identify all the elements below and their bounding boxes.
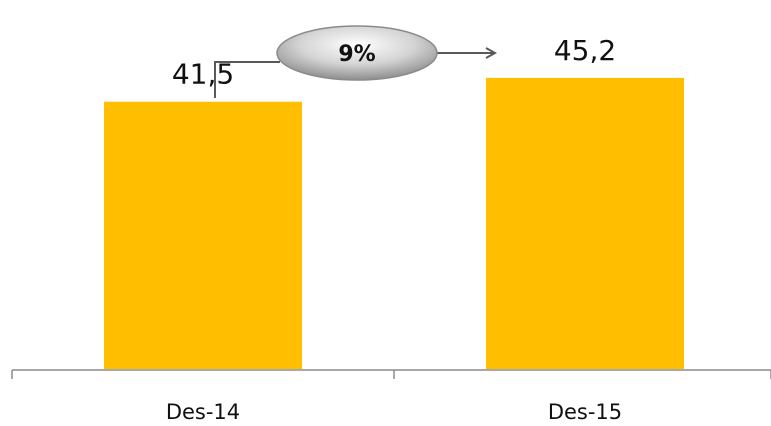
growth-pill [276, 25, 438, 81]
x-tick-label-des-15: Des-15 [548, 400, 622, 422]
x-axis [11, 369, 771, 379]
value-labels-layer: 41,5 45,2 [172, 34, 616, 91]
growth-annotation: 9% [214, 25, 495, 98]
bar-des-14 [104, 101, 302, 370]
bars-layer [104, 77, 684, 370]
value-label-des-15: 45,2 [554, 34, 616, 67]
x-tick-label-des-14: Des-14 [166, 400, 240, 422]
growth-connector-left [214, 61, 280, 98]
bar-des-15 [486, 77, 684, 370]
value-label-des-14: 41,5 [172, 58, 234, 91]
growth-pill-label: 9% [338, 42, 375, 67]
x-tick-labels: Des-14 Des-15 [166, 400, 622, 424]
